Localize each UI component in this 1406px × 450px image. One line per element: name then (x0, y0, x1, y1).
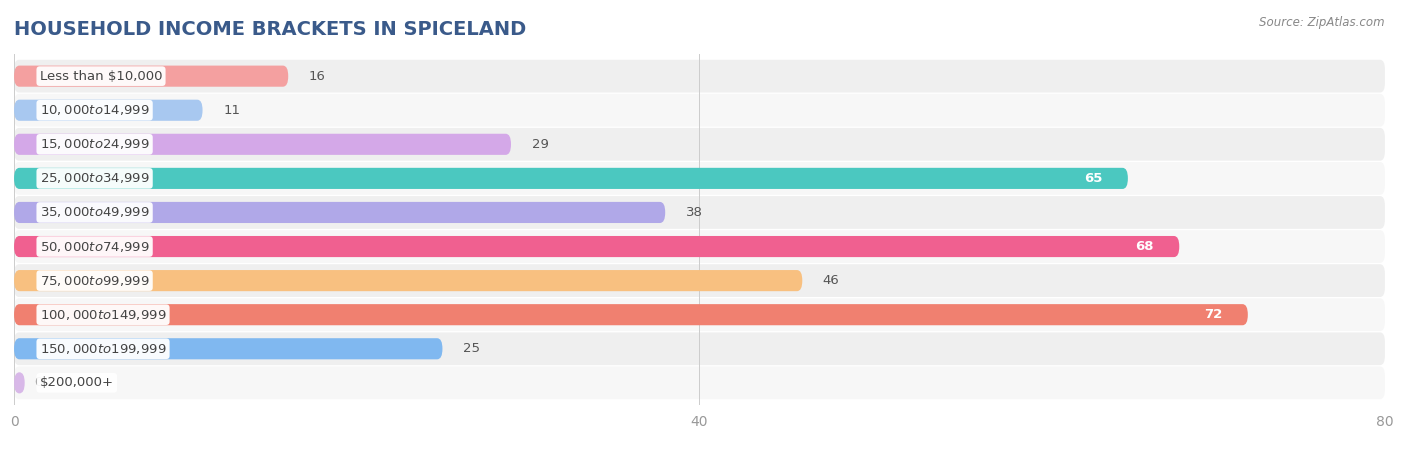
FancyBboxPatch shape (14, 264, 1385, 297)
FancyBboxPatch shape (14, 162, 1385, 195)
Text: $50,000 to $74,999: $50,000 to $74,999 (39, 239, 149, 253)
FancyBboxPatch shape (14, 236, 1180, 257)
Text: 25: 25 (463, 342, 479, 355)
Text: 46: 46 (823, 274, 839, 287)
FancyBboxPatch shape (14, 230, 1385, 263)
FancyBboxPatch shape (14, 202, 665, 223)
Text: $15,000 to $24,999: $15,000 to $24,999 (39, 137, 149, 151)
FancyBboxPatch shape (14, 333, 1385, 365)
FancyBboxPatch shape (14, 270, 803, 291)
Text: $200,000+: $200,000+ (39, 376, 114, 389)
Text: HOUSEHOLD INCOME BRACKETS IN SPICELAND: HOUSEHOLD INCOME BRACKETS IN SPICELAND (14, 19, 526, 39)
FancyBboxPatch shape (14, 94, 1385, 126)
FancyBboxPatch shape (14, 128, 1385, 161)
FancyBboxPatch shape (14, 60, 1385, 93)
Text: 29: 29 (531, 138, 548, 151)
Text: Source: ZipAtlas.com: Source: ZipAtlas.com (1260, 16, 1385, 29)
Text: $75,000 to $99,999: $75,000 to $99,999 (39, 274, 149, 288)
Text: $35,000 to $49,999: $35,000 to $49,999 (39, 206, 149, 220)
Text: Less than $10,000: Less than $10,000 (39, 70, 162, 83)
FancyBboxPatch shape (14, 366, 1385, 399)
FancyBboxPatch shape (14, 196, 1385, 229)
Text: 11: 11 (224, 104, 240, 117)
FancyBboxPatch shape (14, 298, 1385, 331)
FancyBboxPatch shape (14, 168, 1128, 189)
FancyBboxPatch shape (14, 134, 510, 155)
Text: $150,000 to $199,999: $150,000 to $199,999 (39, 342, 166, 356)
Text: 38: 38 (686, 206, 703, 219)
FancyBboxPatch shape (14, 372, 25, 393)
Text: 72: 72 (1204, 308, 1222, 321)
FancyBboxPatch shape (14, 338, 443, 360)
Text: 0: 0 (35, 376, 44, 389)
FancyBboxPatch shape (14, 304, 1249, 325)
Text: 16: 16 (309, 70, 326, 83)
Text: 68: 68 (1135, 240, 1153, 253)
FancyBboxPatch shape (14, 99, 202, 121)
Text: 65: 65 (1084, 172, 1102, 185)
Text: $100,000 to $149,999: $100,000 to $149,999 (39, 308, 166, 322)
Text: $25,000 to $34,999: $25,000 to $34,999 (39, 171, 149, 185)
Text: $10,000 to $14,999: $10,000 to $14,999 (39, 103, 149, 117)
FancyBboxPatch shape (14, 66, 288, 87)
